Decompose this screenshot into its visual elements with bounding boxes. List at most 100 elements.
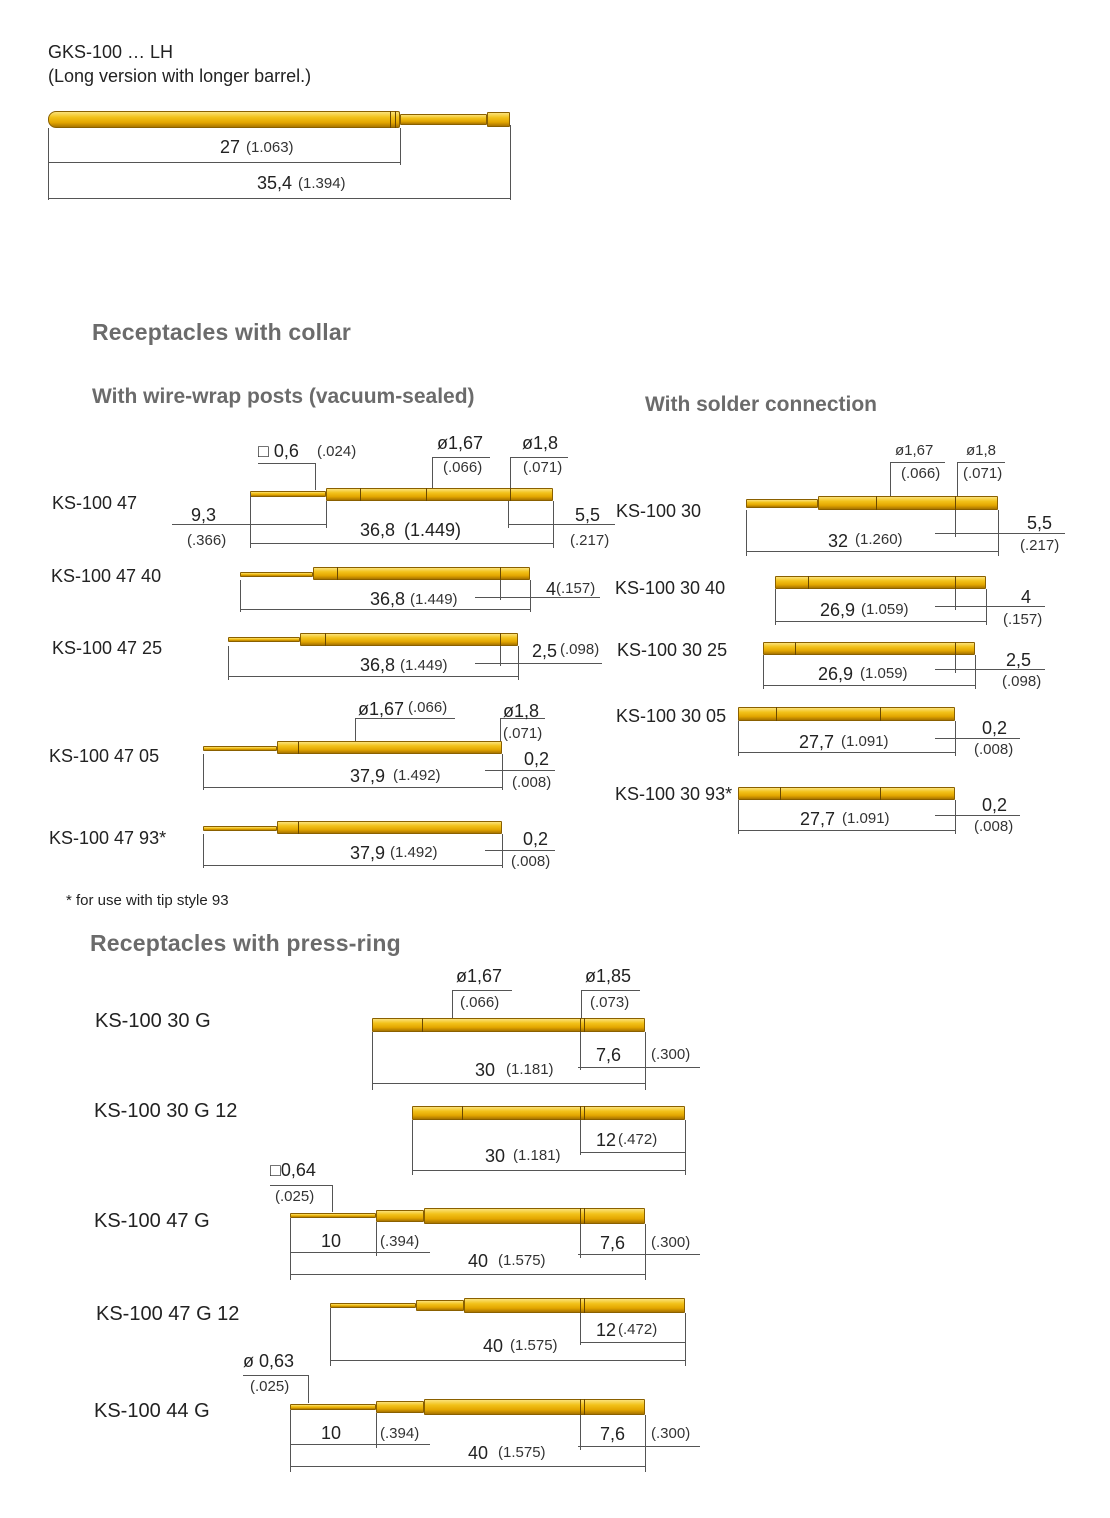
- dimension-line: [432, 457, 490, 458]
- dim-inch: (1.181): [513, 1147, 561, 1164]
- pin-segment-line: [500, 567, 501, 580]
- dim-inch: (.394): [380, 1233, 420, 1250]
- dimension-line: [775, 621, 986, 622]
- extension-line: [240, 580, 241, 612]
- dim: 7,6: [600, 1233, 626, 1253]
- dim: 12: [596, 1130, 617, 1150]
- footnote: * for use with tip style 93: [66, 892, 229, 909]
- dim-inch: (.073): [590, 994, 630, 1011]
- heading-pressring: Receptacles with press-ring: [90, 930, 401, 956]
- dimension-line: [452, 990, 512, 991]
- pin-segment-line: [500, 633, 501, 646]
- solder-cup: [763, 642, 975, 655]
- part-label: KS-100 30 25: [617, 640, 728, 660]
- extension-line: [955, 510, 956, 537]
- extension-line: [957, 462, 958, 496]
- extension-line: [685, 1120, 686, 1175]
- dim: 2,5: [532, 641, 558, 661]
- dim-inch: (1.181): [506, 1061, 554, 1078]
- extension-line: [580, 1032, 581, 1070]
- dim-inch: (1.449): [404, 520, 462, 540]
- dimension-line: [290, 1252, 430, 1253]
- solder-cup: [738, 707, 955, 721]
- pin-segment-line: [426, 488, 427, 501]
- dimension-line: [412, 1170, 685, 1171]
- extension-line: [510, 457, 511, 488]
- extension-line: [645, 1032, 646, 1090]
- extension-line: [412, 1120, 413, 1175]
- extension-line: [290, 1218, 291, 1280]
- pin-body: [464, 1298, 685, 1313]
- dimension-line: [578, 1067, 700, 1068]
- dim: ø1,67: [358, 699, 405, 719]
- pin-segment-line: [880, 787, 881, 800]
- dim: 32: [828, 531, 849, 551]
- gks-title: GKS-100 … LH: [48, 42, 174, 62]
- solder-cup: [738, 787, 955, 800]
- dim-inch: (.157): [1003, 611, 1043, 628]
- pin-body: [277, 741, 502, 754]
- dim-inch: (1.492): [390, 844, 438, 861]
- pin-crown-tip: [487, 112, 510, 127]
- dimension-line: [243, 1375, 308, 1376]
- pin-segment-line: [584, 1106, 585, 1120]
- dimension-line: [240, 609, 530, 610]
- pin-body: [416, 1300, 464, 1311]
- part-label: KS-100 44 G: [94, 1400, 210, 1422]
- extension-line: [500, 646, 501, 666]
- pin-body: [424, 1399, 645, 1415]
- pin-segment-line: [337, 567, 338, 580]
- dim: 27: [220, 137, 241, 157]
- extension-line: [580, 1224, 581, 1258]
- extension-line: [955, 721, 956, 756]
- dim-inch: (.066): [408, 699, 448, 716]
- extension-line: [580, 1415, 581, 1450]
- dim-inch: (.024): [317, 443, 357, 460]
- dim-inch: (1.575): [510, 1337, 558, 1354]
- dim-inch: (.300): [651, 1046, 691, 1063]
- part-label: KS-100 47 G 12: [96, 1303, 240, 1325]
- extension-line: [645, 1415, 646, 1472]
- dim-inch: (.071): [963, 465, 1003, 482]
- part-label: KS-100 47 25: [52, 638, 163, 658]
- extension-line: [955, 655, 956, 673]
- pin-segment-line: [795, 642, 796, 655]
- dim-inch: (.066): [443, 459, 483, 476]
- pin-segment-line: [955, 496, 956, 510]
- dimension-line: [578, 1254, 700, 1255]
- extension-line: [355, 718, 356, 741]
- pin-plunger: [400, 114, 487, 125]
- dim: 9,3: [191, 505, 217, 525]
- dim-inch: (1.575): [498, 1444, 546, 1461]
- extension-line: [518, 646, 519, 680]
- dim: 30: [485, 1146, 506, 1166]
- dim: 12: [596, 1320, 617, 1340]
- dim: 0,2: [982, 718, 1008, 738]
- pin-segment-line: [298, 741, 299, 754]
- extension-line: [975, 655, 976, 689]
- extension-line: [502, 834, 503, 868]
- dimension-line: [172, 524, 326, 525]
- dimension-line: [203, 787, 502, 788]
- pin-segment-line: [780, 787, 781, 800]
- pin-segment-line: [325, 633, 326, 646]
- extension-line: [290, 1410, 291, 1472]
- dim: 2,5: [1006, 650, 1032, 670]
- dim: 40: [468, 1251, 489, 1271]
- pin-body: [313, 567, 530, 580]
- pin-segment-line: [510, 488, 511, 501]
- wire-wrap-post: [203, 826, 277, 831]
- extension-line: [998, 510, 999, 556]
- dim-inch: (.157): [556, 580, 596, 597]
- part-label: KS-100 30 40: [615, 578, 726, 598]
- pin-body: [277, 821, 502, 834]
- dimension-line: [48, 198, 510, 199]
- pin-body: [326, 488, 553, 501]
- extension-line: [203, 834, 204, 868]
- dimension-line: [270, 1185, 332, 1186]
- dim: ø1,8: [503, 701, 540, 721]
- pin-segment-line: [390, 111, 391, 128]
- dim: 27,7: [800, 809, 836, 829]
- dimension-line: [763, 685, 975, 686]
- dimension-line: [578, 1446, 700, 1447]
